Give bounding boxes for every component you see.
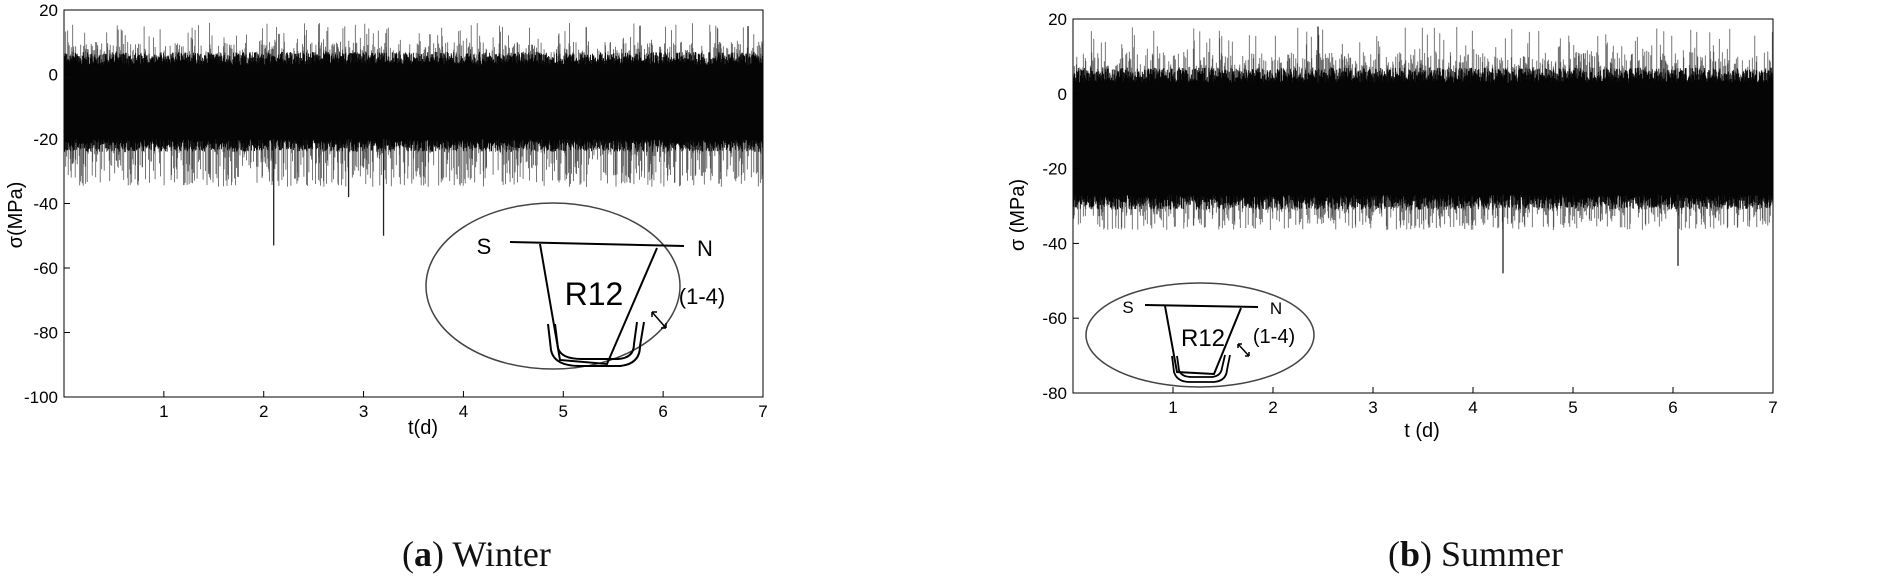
y-axis-summer: 20 0 -20 -40 -60 -80	[1042, 10, 1079, 403]
inset-label-rib: R12	[565, 276, 624, 312]
inset-ellipse	[1085, 282, 1315, 388]
x-tick-label: 5	[559, 402, 568, 421]
x-axis-label: t(d)	[408, 417, 438, 439]
y-tick-label: -60	[1042, 309, 1067, 328]
location-arrow	[1237, 343, 1250, 357]
inset-cross-section: S N R12 (1-4)	[425, 202, 725, 370]
inset-label-n: N	[697, 236, 713, 261]
rib-bottom-outer	[547, 321, 645, 367]
y-tick-label: 20	[1048, 10, 1067, 29]
deck-line	[509, 241, 685, 247]
y-tick-label: -60	[33, 259, 58, 278]
rib-outline	[1164, 305, 1242, 376]
caption-summer: (b) Summer	[1388, 534, 1564, 574]
caption-letter: a	[414, 534, 432, 574]
y-tick-label: -20	[1042, 160, 1067, 179]
y-tick-label: -20	[33, 130, 58, 149]
rib-outline	[539, 243, 658, 366]
y-axis-label: σ(MPa)	[5, 182, 27, 249]
chart-summer: 20 0 -20 -40 -60 -80 1 2 3 4 5 6 7 t (d) σ (MPa) S …	[1007, 10, 1778, 442]
inset-label-rib: R12	[1181, 325, 1225, 352]
x-tick-label: 7	[1768, 398, 1777, 417]
x-tick-label: 6	[1668, 398, 1677, 417]
x-axis-label: t (d)	[1404, 420, 1440, 442]
signal-core-band	[1072, 67, 1774, 210]
inset-ellipse	[425, 202, 681, 370]
y-axis-winter: 20 0 -20 -40 -60 -80 -100	[24, 1, 70, 407]
y-tick-label: 0	[49, 66, 58, 85]
x-tick-label: 5	[1568, 398, 1577, 417]
x-axis-summer: 1 2 3 4 5 6 7	[1168, 387, 1778, 417]
y-tick-label: 20	[39, 1, 58, 20]
inset-label-n: N	[1270, 299, 1282, 318]
arrow-heads	[1237, 343, 1250, 357]
y-axis-label: σ (MPa)	[1007, 179, 1029, 251]
rib-bottom-inner	[554, 321, 638, 360]
inset-cross-section: S N R12 (1-4)	[1085, 282, 1315, 388]
arrow-heads	[651, 311, 667, 329]
y-tick-label: 0	[1058, 85, 1067, 104]
rib-bottom-outer	[1171, 354, 1231, 383]
x-tick-label: 7	[758, 402, 767, 421]
x-tick-label: 3	[1368, 398, 1377, 417]
deck-line	[1144, 304, 1259, 308]
inset-label-location: (1-4)	[1253, 326, 1295, 348]
x-tick-label: 2	[259, 402, 268, 421]
rib-bottom-inner	[1176, 354, 1226, 378]
x-tick-label: 1	[1168, 398, 1177, 417]
panel-summer: 20 0 -20 -40 -60 -80 1 2 3 4 5 6 7 t (d) σ (MPa) S …	[1000, 0, 1902, 583]
caption-text: Summer	[1441, 534, 1564, 574]
x-tick-label: 4	[1468, 398, 1477, 417]
inset-label-location: (1-4)	[679, 284, 725, 309]
signal-core-band	[63, 52, 764, 152]
caption-winter: (a) Winter	[402, 534, 551, 574]
x-tick-label: 2	[1268, 398, 1277, 417]
x-tick-label: 3	[359, 402, 368, 421]
inset-label-s: S	[1122, 298, 1133, 317]
stress-signal-winter	[63, 22, 764, 246]
y-tick-label: -100	[24, 388, 58, 407]
y-tick-label: -40	[1042, 234, 1067, 253]
caption-text: Winter	[452, 534, 551, 574]
y-tick-label: -80	[33, 324, 58, 343]
caption-letter: b	[1400, 534, 1421, 574]
y-tick-label: -40	[33, 195, 58, 214]
x-axis-winter: 1 2 3 4 5 6 7	[159, 391, 768, 421]
x-tick-label: 6	[658, 402, 667, 421]
stress-signal-summer	[1072, 26, 1774, 274]
inset-label-s: S	[477, 234, 492, 259]
location-arrow	[651, 311, 667, 329]
x-tick-label: 1	[159, 402, 168, 421]
y-tick-label: -80	[1042, 384, 1067, 403]
x-tick-label: 4	[459, 402, 468, 421]
